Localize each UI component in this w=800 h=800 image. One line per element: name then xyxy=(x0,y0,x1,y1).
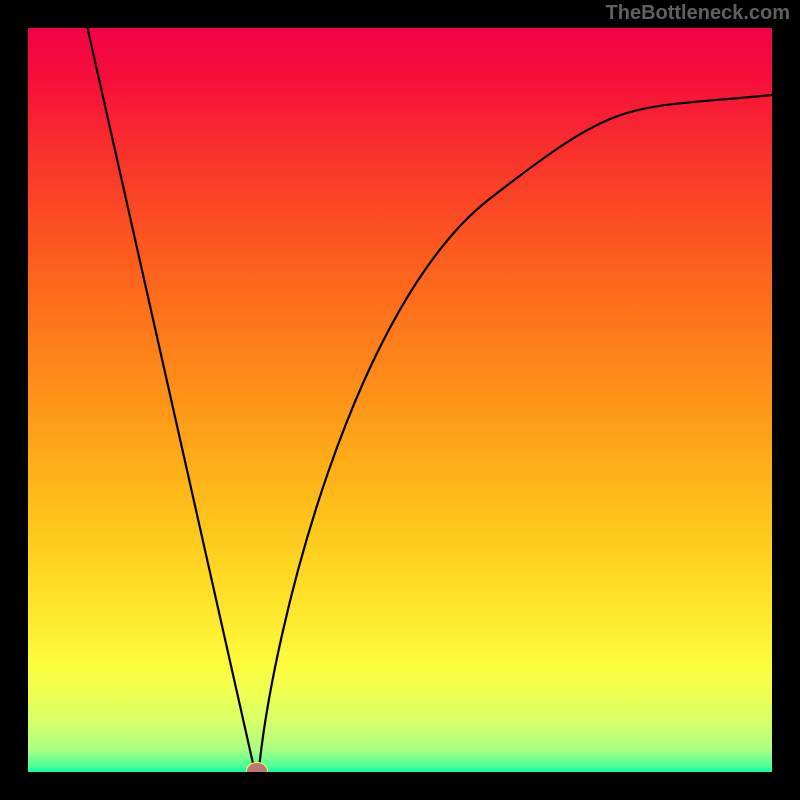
plot-area xyxy=(28,28,772,772)
watermark-text: TheBottleneck.com xyxy=(606,2,790,25)
bottleneck-curve xyxy=(28,28,772,772)
plot-area-wrap xyxy=(28,28,772,772)
chart-frame: TheBottleneck.com xyxy=(0,0,800,800)
